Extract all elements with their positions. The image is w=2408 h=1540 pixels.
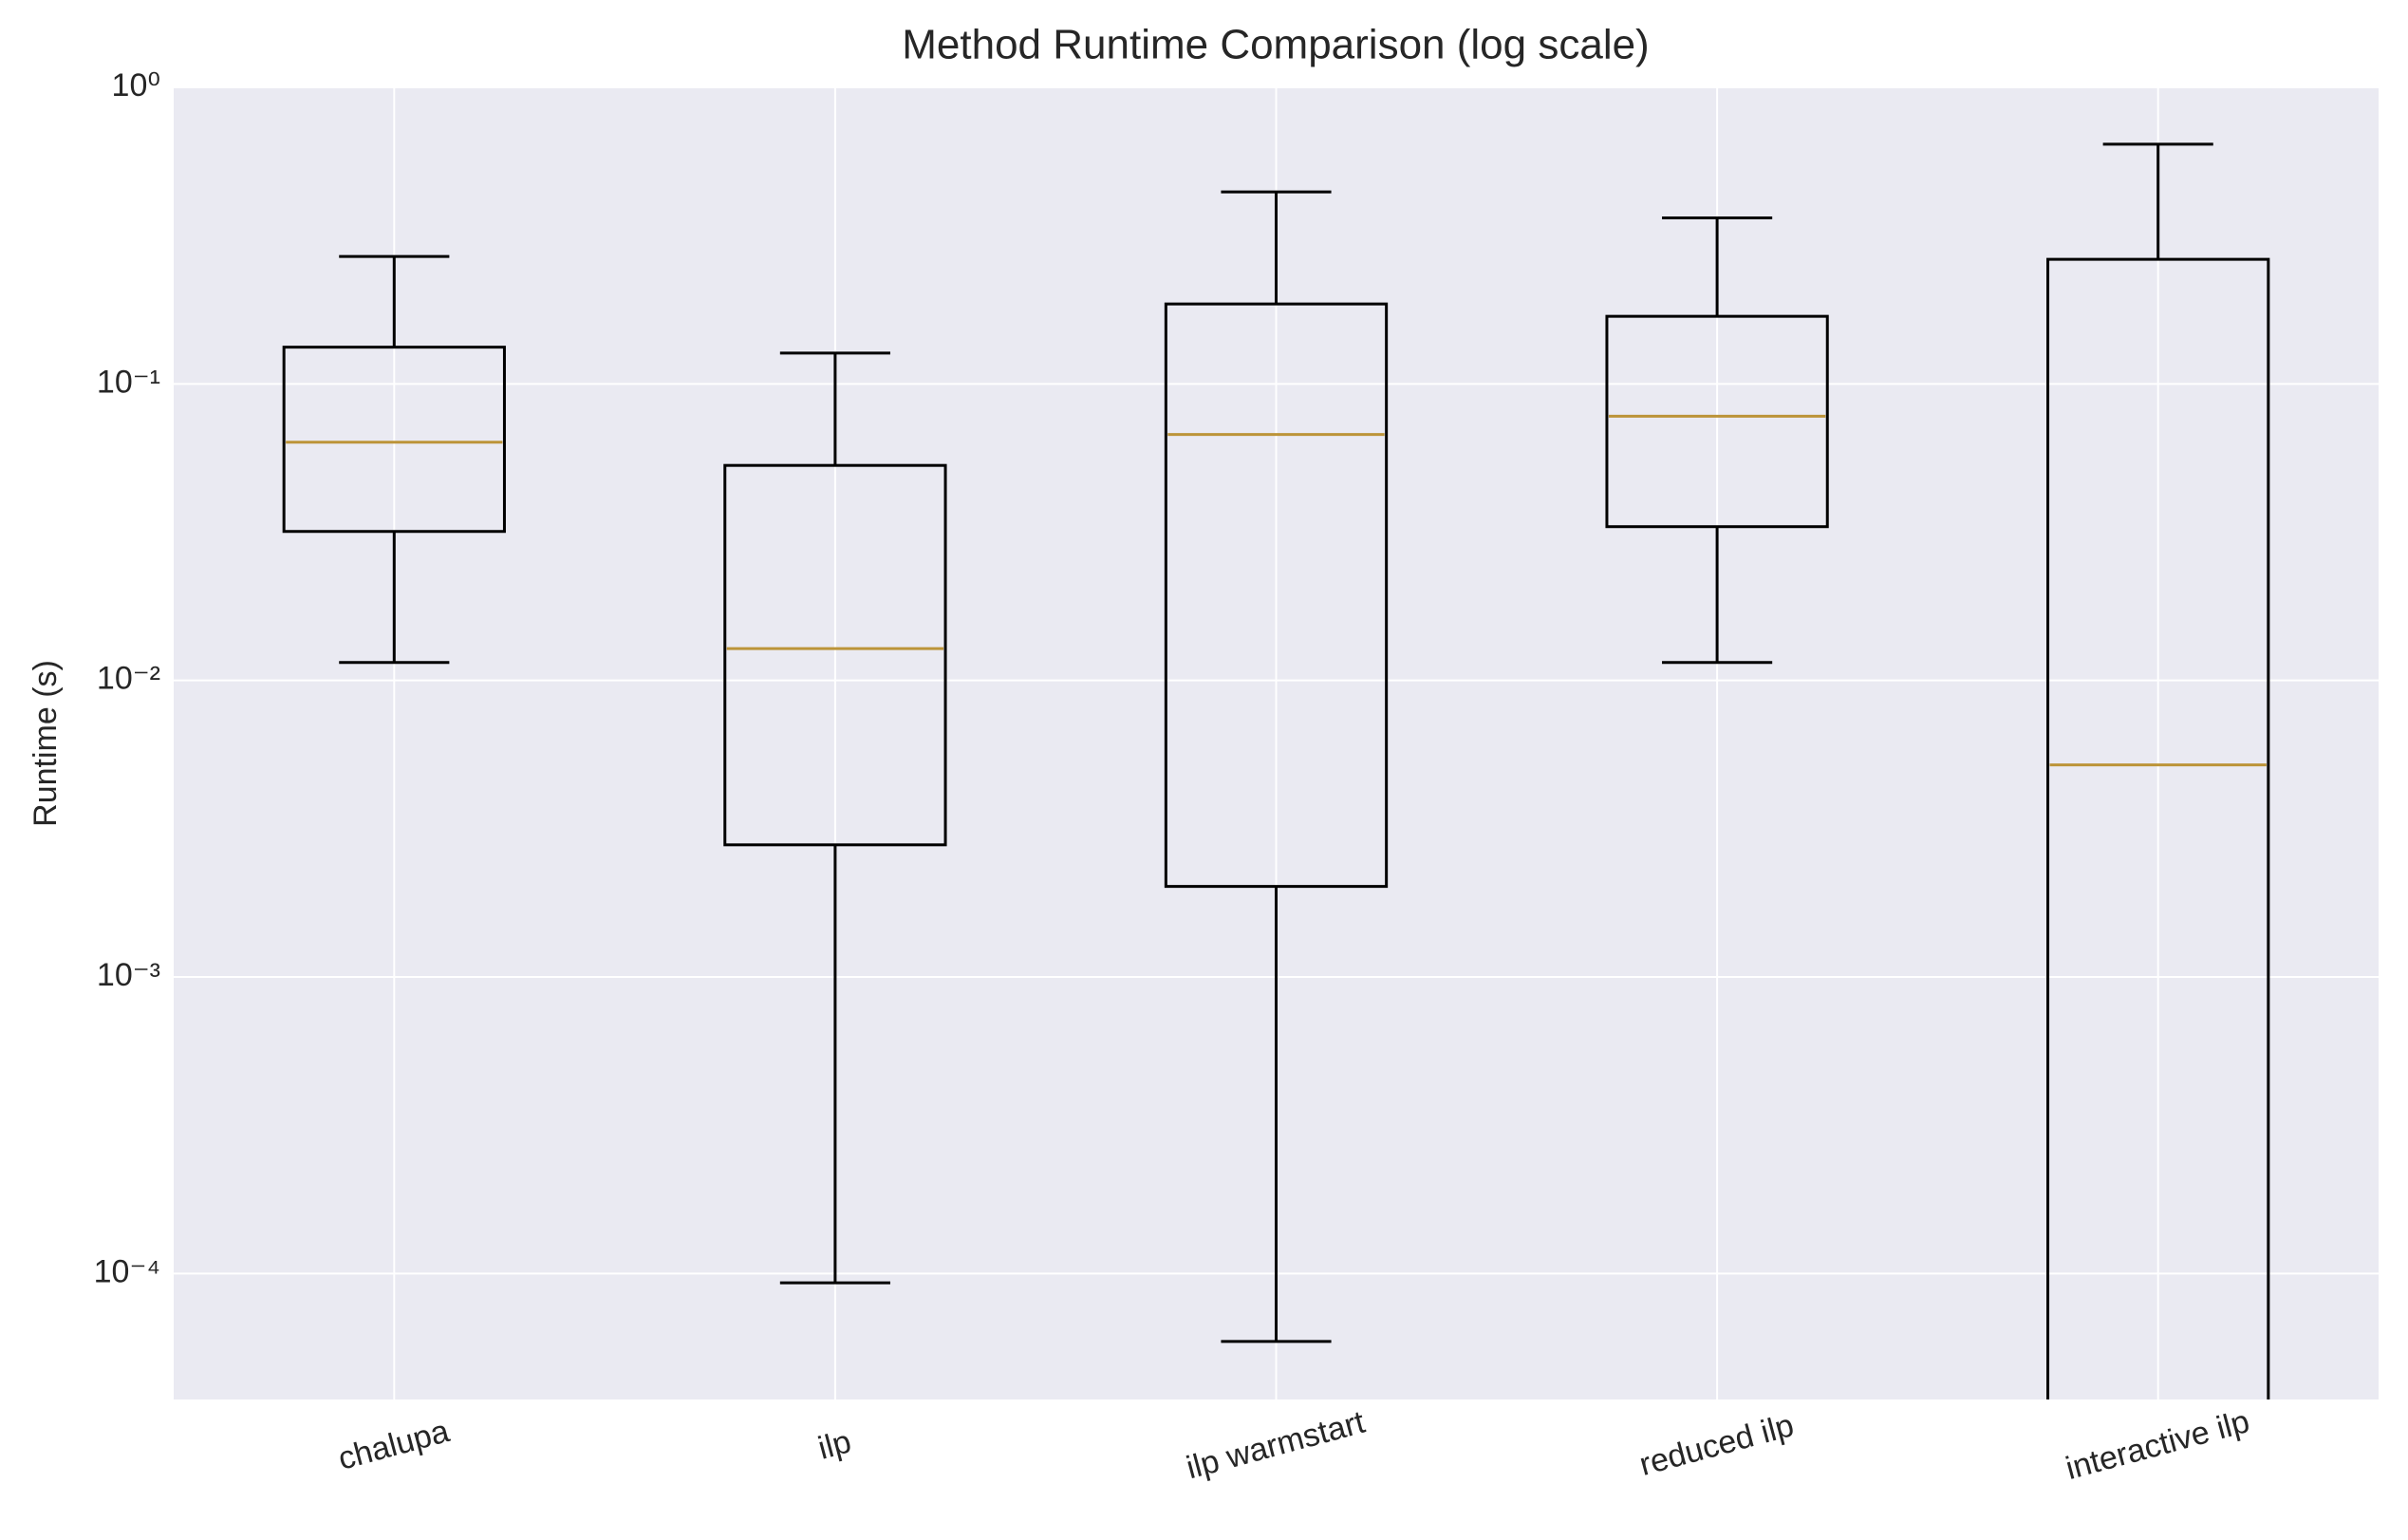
box bbox=[723, 463, 947, 847]
y-tick-label: 10⁻³ bbox=[97, 957, 160, 993]
x-tick-label: ilp warmstart bbox=[1183, 1404, 1369, 1487]
x-tick-label: ilp bbox=[814, 1423, 855, 1467]
y-tick-label: 10⁰ bbox=[112, 67, 160, 103]
y-tick-label: 10⁻² bbox=[97, 661, 160, 697]
y-tick-label: 10⁻⁴ bbox=[94, 1253, 160, 1289]
box bbox=[2046, 257, 2270, 1399]
chart-title: Method Runtime Comparison (log scale) bbox=[902, 22, 1649, 68]
box bbox=[282, 346, 506, 534]
y-axis-label: Runtime (s) bbox=[28, 660, 64, 827]
box bbox=[1164, 302, 1389, 889]
y-tick-label: 10⁻¹ bbox=[97, 364, 160, 400]
x-tick-label: reduced ilp bbox=[1635, 1407, 1798, 1483]
x-tick-label: chalupa bbox=[334, 1413, 453, 1477]
x-tick-label: interactive ilp bbox=[2062, 1403, 2252, 1487]
box bbox=[1605, 314, 1829, 529]
